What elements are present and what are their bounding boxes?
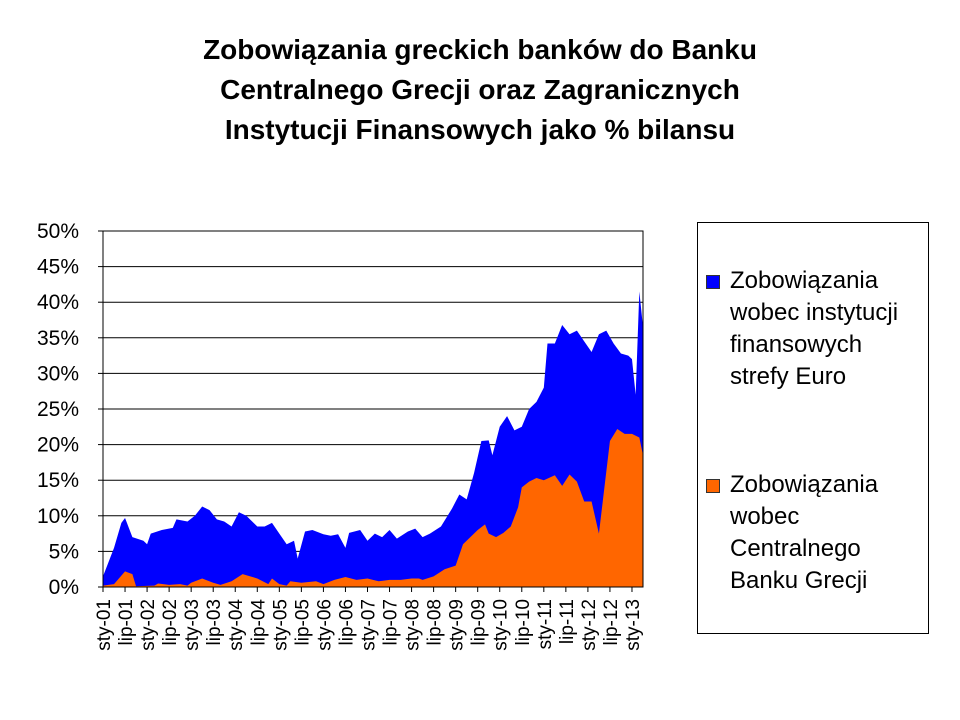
x-tick-label: sty-08 — [403, 599, 424, 651]
x-tick-label: sty-07 — [358, 599, 379, 651]
y-tick-label: 50% — [37, 220, 79, 243]
y-tick-label: 40% — [37, 291, 79, 314]
y-tick-label: 0% — [49, 576, 79, 599]
x-tick-label: lip-03 — [204, 599, 225, 645]
x-tick-label: sty-09 — [447, 599, 468, 651]
y-tick-label: 30% — [37, 362, 79, 385]
legend-swatch-central-bank — [706, 479, 720, 493]
x-tick-label: sty-05 — [270, 599, 291, 651]
x-tick-label: sty-12 — [579, 599, 600, 651]
legend-label-euro: Zobowiązania wobec instytucji finansowyc… — [730, 267, 899, 390]
x-tick-label: sty-10 — [491, 599, 512, 651]
y-tick-label: 5% — [49, 540, 79, 563]
x-tick-label: lip-02 — [160, 599, 181, 645]
y-tick-label: 35% — [37, 327, 79, 350]
y-tick-label: 45% — [37, 256, 79, 279]
area-series — [103, 291, 643, 587]
x-tick-label: sty-06 — [314, 599, 335, 651]
x-tick-label: sty-02 — [138, 599, 159, 651]
legend-label-central-bank: Zobowiązania wobec Centralnego Banku Gre… — [730, 471, 879, 594]
x-tick-label: sty-03 — [182, 599, 203, 651]
x-tick-label: sty-13 — [623, 599, 644, 651]
x-tick-label: lip-12 — [601, 599, 622, 645]
chart-title-line-1: Zobowiązania greckich banków do Banku — [203, 34, 757, 65]
area-euro-institutions — [103, 291, 643, 587]
y-axis-tick-labels: 0% 5% 10% 15% 20% 25% 30% 35% 40% 45% 50% — [37, 220, 79, 599]
x-tick-label: lip-08 — [425, 599, 446, 645]
chart-title: Zobowiązania greckich banków do Banku Ce… — [60, 30, 900, 150]
y-tick-label: 25% — [37, 398, 79, 421]
x-tick-label: sty-04 — [226, 599, 247, 651]
axes — [102, 230, 644, 592]
x-tick-label: sty-11 — [535, 599, 556, 649]
area-central-bank — [103, 428, 643, 587]
x-tick-label: sty-01 — [94, 599, 115, 651]
x-tick-label: lip-01 — [116, 599, 137, 645]
legend: Zobowiązania wobec instytucji finansowyc… — [697, 222, 929, 634]
y-tick-label: 20% — [37, 434, 79, 457]
x-tick-label: lip-05 — [292, 599, 313, 645]
x-tick-label: lip-11 — [557, 599, 578, 644]
legend-swatch-euro — [706, 275, 720, 289]
x-axis-tick-labels: sty-01 lip-01 sty-02 lip-02 sty-03 lip-03 sty-… — [94, 599, 644, 651]
x-tick-label: lip-04 — [248, 599, 269, 646]
y-tick-label: 10% — [37, 505, 79, 528]
x-tick-label: lip-07 — [381, 599, 402, 645]
plot-border — [102, 230, 644, 588]
x-tick-label: lip-06 — [336, 599, 357, 645]
x-tick-label: lip-09 — [469, 599, 490, 645]
x-tick-label: lip-10 — [513, 599, 534, 645]
chart-title-line-2: Centralnego Grecji oraz Zagranicznych — [220, 74, 740, 105]
chart-title-line-3: Instytucji Finansowych jako % bilansu — [224, 114, 736, 145]
y-tick-label: 15% — [37, 469, 79, 492]
